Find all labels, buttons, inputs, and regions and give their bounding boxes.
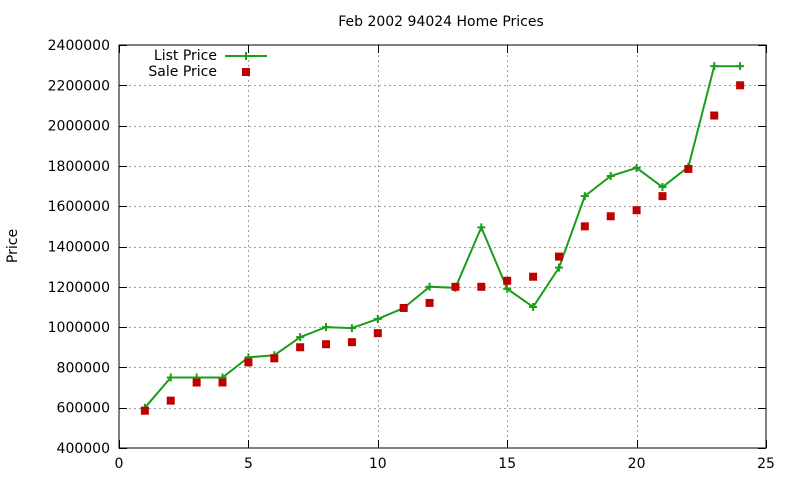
- y-tick-label: 2000000: [48, 119, 110, 135]
- list-price-point: [529, 302, 538, 311]
- axis-ticks: 0 5 10 15 20 25 400000 600000 800000 1000000 12000…: [48, 38, 775, 472]
- sale-price-point: [425, 298, 434, 307]
- y-tick-label: 1600000: [48, 199, 110, 215]
- x-tick-label: 0: [115, 456, 124, 472]
- x-tick-label: 25: [757, 456, 775, 472]
- x-tick-label: 10: [369, 456, 387, 472]
- sale-price-point: [166, 396, 175, 405]
- sale-price-point: [554, 252, 563, 261]
- list-price-point: [580, 192, 589, 201]
- legend-marker-list-price: [242, 52, 250, 60]
- y-tick-label: 600000: [57, 401, 110, 417]
- sale-price-point: [580, 222, 589, 231]
- sale-price-point: [451, 282, 460, 291]
- sale-price-point: [296, 343, 305, 352]
- list-price-point: [632, 163, 641, 172]
- sale-price-point: [503, 276, 512, 285]
- list-price-point: [347, 324, 356, 333]
- sale-price-point: [710, 111, 719, 120]
- list-price-point: [166, 373, 175, 382]
- sale-price-point: [736, 81, 745, 90]
- sale-price-point: [606, 212, 615, 221]
- list-price-point: [658, 183, 667, 192]
- y-tick-label: 1400000: [48, 240, 110, 256]
- sale-price-point: [140, 406, 149, 415]
- x-tick-label: 20: [628, 456, 646, 472]
- sale-price-point: [373, 329, 382, 338]
- y-axis-label: Price: [5, 229, 21, 263]
- sale-price-point: [270, 354, 279, 363]
- series: [140, 62, 745, 415]
- list-price-point: [425, 282, 434, 291]
- list-price-point: [710, 62, 719, 71]
- sale-price-point: [218, 378, 227, 387]
- y-tick-label: 1200000: [48, 280, 110, 296]
- plot-area-border: [118, 44, 767, 449]
- legend-marker-sale-price: [242, 68, 250, 76]
- sale-price-point: [477, 282, 486, 291]
- sale-price-point: [658, 192, 667, 201]
- legend-label-sale-price: Sale Price: [148, 64, 217, 80]
- y-tick-label: 800000: [57, 360, 110, 376]
- grid: [119, 45, 766, 448]
- y-tick-label: 1800000: [48, 159, 110, 175]
- list-price-point: [296, 333, 305, 342]
- list-price-point: [503, 284, 512, 293]
- sale-price-point: [529, 272, 538, 281]
- x-tick-label: 15: [498, 456, 516, 472]
- list-price-point: [373, 315, 382, 324]
- y-tick-label: 1000000: [48, 320, 110, 336]
- sale-price-point: [632, 206, 641, 215]
- sale-price-point: [322, 340, 331, 349]
- sale-price-point: [684, 164, 693, 173]
- y-tick-label: 2400000: [48, 38, 110, 54]
- list-price-point: [736, 62, 745, 71]
- list-price-point: [606, 171, 615, 180]
- list-price-point: [477, 223, 486, 232]
- sale-price-point: [192, 378, 201, 387]
- y-tick-label: 400000: [57, 441, 110, 457]
- sale-price-point: [347, 338, 356, 347]
- y-tick-label: 2200000: [48, 78, 110, 94]
- sale-price-point: [399, 303, 408, 312]
- chart-title: Feb 2002 94024 Home Prices: [338, 14, 544, 30]
- list-price-point: [554, 263, 563, 272]
- x-tick-label: 5: [244, 456, 253, 472]
- legend-label-list-price: List Price: [154, 48, 217, 64]
- sale-price-point: [244, 358, 253, 367]
- list-price-point: [322, 323, 331, 332]
- list-price-line: [144, 65, 741, 409]
